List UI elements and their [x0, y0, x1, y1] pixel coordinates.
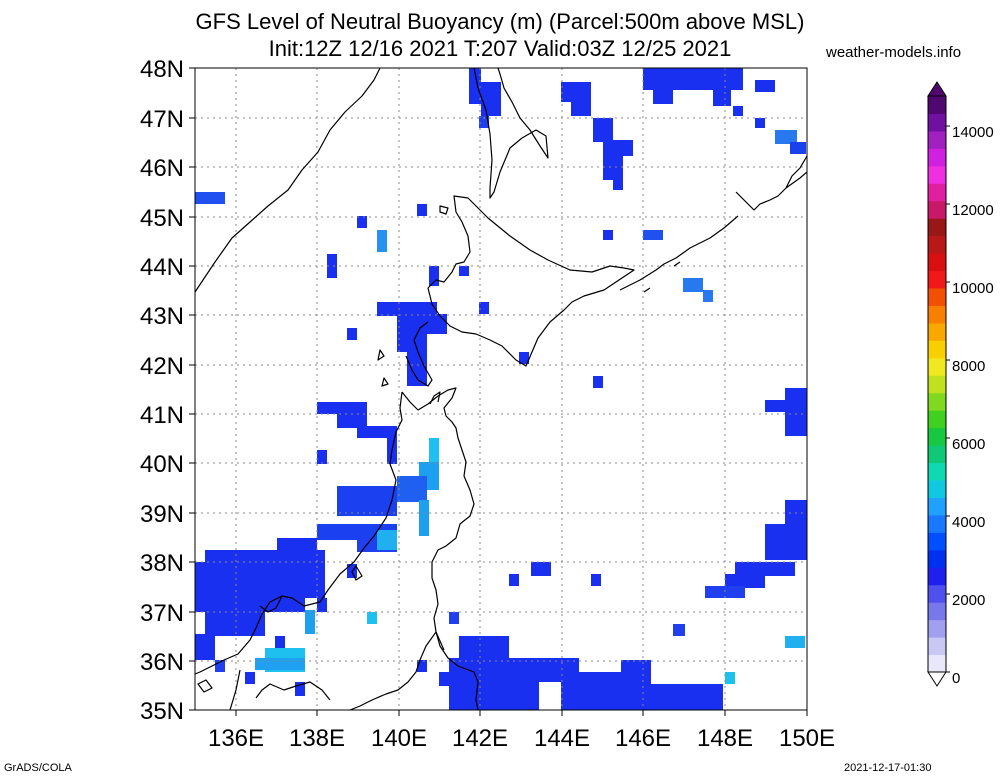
colorbar-label: 10000 — [952, 280, 994, 297]
longitude-labels: 136E 138E 140E 142E 144E 146E 148E 150E — [208, 725, 835, 752]
colorbar-label: 4000 — [952, 514, 985, 531]
software-credit: GrADS/COLA — [4, 762, 72, 774]
colorbar-segment — [928, 340, 946, 359]
colorbar-label: 12000 — [952, 202, 994, 219]
colorbar-label: 8000 — [952, 358, 985, 375]
colorbar-segment — [928, 357, 946, 376]
chart-title: GFS Level of Neutral Buoyancy (m) (Parce… — [195, 9, 805, 34]
colorbar-segment — [928, 584, 946, 603]
colorbar-segment — [928, 497, 946, 516]
colorbar-segment — [928, 462, 946, 481]
colorbar-segment — [928, 602, 946, 621]
colorbar-segment — [928, 619, 946, 638]
colorbar-segment — [928, 148, 946, 167]
graticule — [195, 68, 807, 710]
lat-label: 38N — [140, 550, 184, 577]
colorbar-segment — [928, 392, 946, 411]
colorbar-segment — [928, 305, 946, 324]
colorbar-labels: 0 2000 4000 6000 8000 10000 12000 14000 — [952, 124, 994, 687]
colorbar-segment — [928, 549, 946, 568]
lat-label: 40N — [140, 451, 184, 478]
buoyancy-field — [195, 68, 807, 710]
generation-timestamp: 2021-12-17-01:30 — [844, 762, 932, 774]
lat-label: 48N — [140, 56, 184, 83]
lat-label: 43N — [140, 303, 184, 330]
lat-label: 46N — [140, 155, 184, 182]
colorbar-segment — [928, 480, 946, 498]
colorbar-segment — [928, 183, 946, 202]
site-credit: weather-models.info — [826, 44, 962, 61]
colorbar-segment — [928, 375, 946, 394]
colorbar-segment — [928, 532, 946, 551]
lon-label: 144E — [534, 725, 590, 752]
lon-label: 140E — [371, 725, 427, 752]
chart-subtitle: Init:12Z 12/16 2021 T:207 Valid:03Z 12/2… — [268, 36, 732, 61]
colorbar-segment — [928, 410, 946, 429]
lon-label: 142E — [452, 725, 508, 752]
lat-label: 47N — [140, 106, 184, 133]
colorbar-label: 0 — [952, 670, 960, 687]
colorbar-segment — [928, 113, 946, 132]
lat-label: 39N — [140, 501, 184, 528]
colorbar-segment — [928, 218, 946, 237]
colorbar-frame — [927, 95, 947, 673]
colorbar — [927, 81, 950, 687]
lat-label: 45N — [140, 205, 184, 232]
colorbar-segment — [928, 637, 946, 656]
lat-label: 35N — [140, 698, 184, 725]
lat-label: 42N — [140, 353, 184, 380]
lon-label: 146E — [615, 725, 671, 752]
coastlines — [195, 68, 807, 710]
colorbar-segment — [928, 235, 946, 254]
colorbar-segment — [928, 200, 946, 219]
colorbar-segment — [928, 514, 946, 533]
lon-label: 148E — [697, 725, 753, 752]
colorbar-segment — [928, 654, 946, 673]
colorbar-segment — [928, 322, 946, 341]
colorbar-segment — [928, 567, 946, 586]
colorbar-segment — [928, 445, 946, 464]
lat-label: 37N — [140, 600, 184, 627]
lon-label: 138E — [289, 725, 345, 752]
colorbar-min-triangle — [927, 671, 947, 687]
colorbar-segment — [928, 96, 946, 114]
map-frame — [194, 67, 808, 711]
colorbar-segment — [928, 130, 946, 149]
colorbar-max-triangle — [927, 81, 947, 97]
lat-label: 44N — [140, 254, 184, 281]
latitude-labels: 48N 47N 46N 45N 44N 43N 42N 41N 40N 39N … — [140, 56, 184, 725]
colorbar-segment — [928, 253, 946, 272]
axis-ticks — [189, 67, 808, 716]
colorbar-segment — [928, 427, 946, 446]
colorbar-segment — [928, 288, 946, 306]
colorbar-label: 2000 — [952, 592, 985, 609]
lon-label: 136E — [208, 725, 264, 752]
colorbar-segment — [928, 165, 946, 184]
lat-label: 36N — [140, 649, 184, 676]
lon-label: 150E — [779, 725, 835, 752]
colorbar-segment — [928, 270, 946, 289]
lat-label: 41N — [140, 402, 184, 429]
colorbar-label: 14000 — [952, 124, 994, 141]
colorbar-label: 6000 — [952, 436, 985, 453]
